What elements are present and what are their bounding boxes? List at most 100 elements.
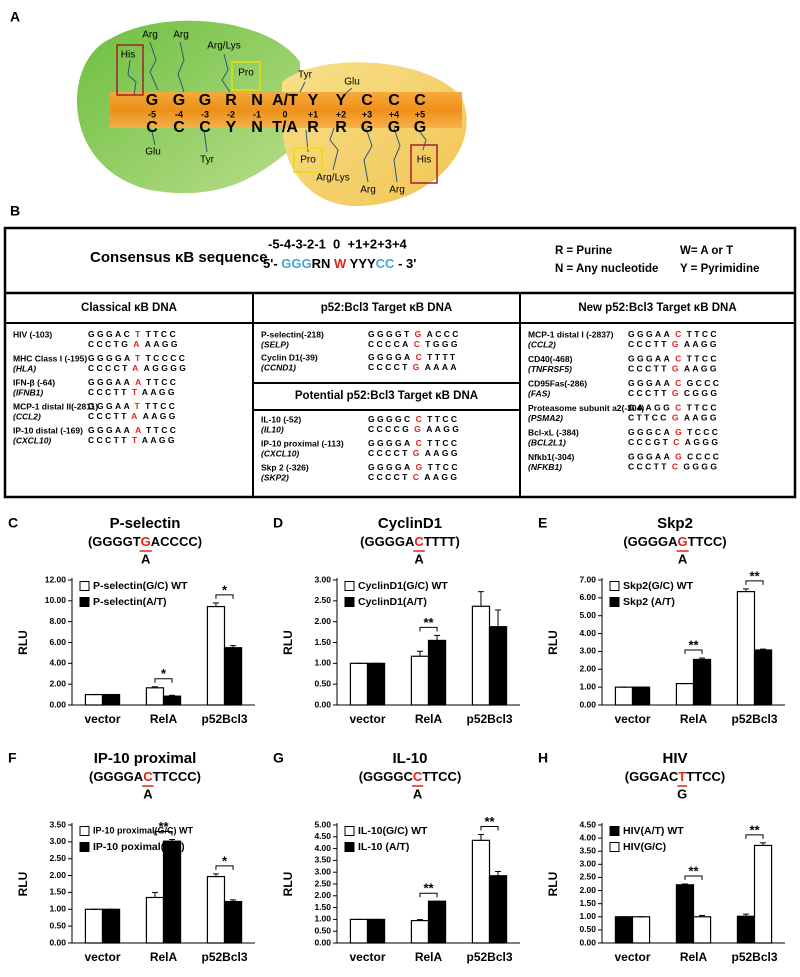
strand-part: GGGAA (628, 378, 672, 388)
section-title: Classical κB DNA (81, 302, 177, 314)
legend-swatch (344, 597, 355, 607)
strand-part: TTCC (427, 414, 459, 424)
strand-part: GGGAA (628, 354, 672, 364)
y-tick-label: 0.00 (314, 937, 331, 947)
residue-label: Arg (173, 30, 189, 41)
legend-label: P-selectin(G/C) WT (93, 580, 188, 592)
residue-label: His (121, 50, 135, 61)
y-tick-label: 12.00 (45, 574, 67, 584)
bar (366, 662, 386, 706)
row-name: IP-10 proximal (-113) (261, 438, 344, 448)
y-tick-label: 4.00 (314, 843, 331, 853)
error-bar (699, 914, 706, 917)
strand-part: GGGG (683, 462, 719, 472)
y-axis-label: RLU (16, 630, 30, 655)
gene-name: (SELP) (261, 339, 289, 349)
legend-swatch (79, 581, 90, 591)
bar (471, 839, 491, 944)
error-bar (169, 694, 176, 697)
sequence-letter: A/T (272, 92, 298, 109)
strand-part: T (135, 329, 143, 339)
sequence-part: GGG (281, 256, 311, 271)
strand-part: CCCTT (628, 364, 669, 374)
significance-label: ** (423, 615, 434, 630)
strand-part: AAAA (425, 362, 459, 372)
strand-part: TCCC (687, 427, 720, 437)
dna-strand: GGGAA G CCCC (628, 452, 721, 462)
dna-strand: GGGAA A TTCC (88, 425, 178, 435)
row-name: IL-10 (-52) (261, 414, 301, 424)
x-tick-label: vector (614, 712, 650, 726)
y-tick-label: 3.00 (314, 574, 331, 584)
y-tick-label: 1.00 (314, 914, 331, 924)
significance-bracket (215, 594, 234, 599)
position-label: -5 (148, 109, 156, 119)
x-tick-label: p52Bcl3 (201, 712, 247, 726)
alternate-base: A (678, 551, 688, 566)
y-tick-label: 2.00 (314, 890, 331, 900)
sequence-letter: R (225, 92, 237, 109)
gene-name: (SKP2) (261, 472, 289, 482)
error-bar (212, 602, 219, 607)
y-tick-label: 7.00 (579, 574, 596, 584)
row-name: HIV (-103) (13, 329, 52, 339)
x-tick-label: vector (84, 712, 120, 726)
bar (206, 875, 226, 944)
bar (427, 639, 447, 706)
strand-part: TCCCC (146, 353, 188, 363)
y-tick-label: 0.00 (49, 699, 66, 709)
strand-part: CCCCT (88, 363, 129, 373)
dna-strand: CCCCG G AAGG (368, 424, 461, 434)
sequence-part: CC (376, 256, 395, 271)
significance-bracket (480, 825, 499, 831)
sequence-label: (GGGACTTTCC) (625, 769, 725, 784)
legend-label: HIV(G/C) (623, 841, 666, 853)
significance-bracket (684, 875, 703, 880)
x-tick-label: RelA (150, 712, 178, 726)
strand-part: CCCTT (88, 411, 128, 421)
dna-strand: CCCCT G AAGG (368, 448, 460, 458)
strand-part: G (413, 448, 422, 458)
strand-part: TTTT (427, 352, 457, 362)
strand-part: TTCC (687, 329, 719, 339)
y-tick-label: 0.00 (49, 937, 66, 947)
bar (410, 919, 430, 944)
y-tick-label: 1.00 (579, 681, 596, 691)
dna-strand: GGGAA A TTCC (88, 377, 178, 387)
y-tick-label: 3.50 (314, 855, 331, 865)
dna-bar (110, 92, 462, 128)
error-bar (169, 838, 176, 842)
dna-strand: CCCTT C GGGG (628, 462, 719, 472)
strand-part: CCCTT (628, 339, 669, 349)
his-box (116, 44, 144, 96)
legend-swatch (344, 826, 355, 836)
x-tick-label: vector (614, 950, 650, 964)
row-name: Bcl-xL (-384) (528, 427, 579, 437)
residue-label: Arg/Lys (207, 41, 241, 52)
legend-label: IL-10 (A/T) (358, 841, 409, 853)
y-tick-label: 0.50 (579, 924, 596, 934)
sequence-label: (GGGGCCTTCC) (359, 769, 462, 784)
dna-strand: CCCCT A AGGGG (88, 363, 188, 373)
y-tick-label: 6.00 (49, 637, 66, 647)
sequence-part: (GGGAC (625, 769, 679, 784)
strand-part: AGGG (685, 437, 721, 447)
y-tick-label: 3.00 (314, 866, 331, 876)
section-title: p52:Bcl3 Target κB DNA (321, 302, 452, 314)
y-tick-label: 6.00 (579, 592, 596, 602)
y-axis-label: RLU (546, 872, 560, 897)
legend-swatch (609, 842, 620, 852)
strand-part: CCCTT (88, 435, 129, 445)
legend-text: R = Purine (555, 245, 612, 257)
strand-part: CCCTG (88, 339, 130, 349)
chart-title: CyclinD1 (378, 515, 442, 532)
strand-part: CCCCG (368, 424, 411, 434)
strand-part: G (415, 329, 424, 339)
error-bar (477, 591, 484, 607)
legend-text: W= A or T (680, 245, 733, 257)
pro-box (293, 147, 323, 173)
alternate-base: A (141, 551, 151, 566)
x-tick-label: RelA (680, 950, 708, 964)
strand-part: C (416, 414, 425, 424)
